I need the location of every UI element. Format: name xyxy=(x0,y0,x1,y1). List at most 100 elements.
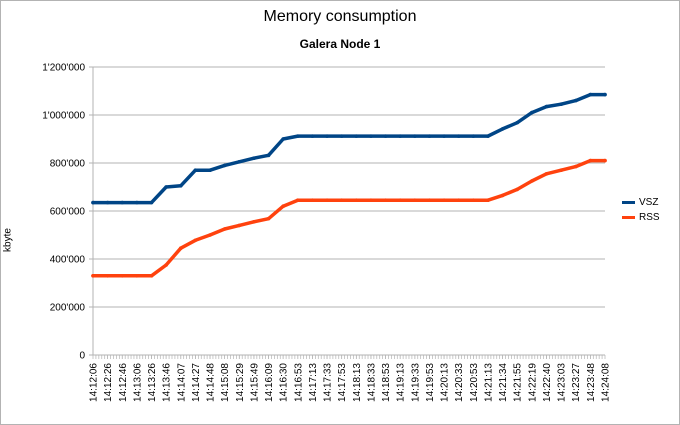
data-point-rss xyxy=(471,198,476,202)
data-point-rss xyxy=(427,198,432,202)
x-tick-label: 14:14:48 xyxy=(206,363,217,402)
data-point-rss xyxy=(515,187,520,192)
data-point-rss xyxy=(237,223,242,228)
data-point-vsz xyxy=(471,134,476,138)
data-point-vsz xyxy=(383,134,388,138)
y-tick-label: 1'200'000 xyxy=(42,63,85,74)
data-point-rss xyxy=(164,263,168,267)
series-line-rss xyxy=(91,158,607,278)
data-point-rss xyxy=(208,233,212,237)
data-point-rss xyxy=(413,198,417,202)
data-point-rss xyxy=(442,198,446,202)
x-tick-label: 14:16:09 xyxy=(264,363,275,402)
y-tick-label: 800'000 xyxy=(50,159,86,170)
data-point-vsz xyxy=(603,92,607,97)
x-tick-label: 14:14:07 xyxy=(176,363,187,402)
x-tick-label: 14:19:53 xyxy=(425,363,436,402)
legend-swatch-rss xyxy=(622,216,635,219)
data-point-vsz xyxy=(266,153,271,158)
data-point-rss xyxy=(559,168,563,172)
data-point-vsz xyxy=(442,134,446,138)
data-point-vsz xyxy=(398,134,403,138)
data-point-vsz xyxy=(222,163,227,168)
x-tick-label: 14:13:26 xyxy=(147,363,158,402)
x-tick-label: 14:17:53 xyxy=(337,363,348,402)
data-point-rss xyxy=(486,198,490,202)
data-point-rss xyxy=(135,274,139,278)
data-point-vsz xyxy=(369,134,373,138)
data-point-vsz xyxy=(135,200,139,205)
data-point-rss xyxy=(588,158,593,163)
y-tick-label: 0 xyxy=(79,351,85,362)
x-tick-label: 14:23:03 xyxy=(557,363,568,402)
data-point-rss xyxy=(105,274,110,278)
x-tick-label: 14:13:06 xyxy=(132,363,143,402)
x-tick-label: 14:17:33 xyxy=(323,363,334,402)
legend-label-rss: RSS xyxy=(639,212,660,223)
data-point-vsz xyxy=(178,184,183,188)
data-point-rss xyxy=(573,164,578,169)
data-point-rss xyxy=(149,274,154,278)
data-point-vsz xyxy=(208,168,212,172)
data-point-rss xyxy=(178,246,183,250)
data-point-vsz xyxy=(281,137,285,141)
data-point-vsz xyxy=(588,92,593,97)
data-point-rss xyxy=(603,158,607,163)
x-tick-label: 14:18:33 xyxy=(366,363,377,402)
x-tick-label: 14:19:13 xyxy=(396,363,407,402)
data-point-rss xyxy=(456,198,461,202)
data-point-rss xyxy=(310,198,315,202)
x-tick-label: 14:20:13 xyxy=(440,363,451,402)
data-point-rss xyxy=(222,227,227,231)
data-point-rss xyxy=(296,198,300,202)
y-tick-label: 400'000 xyxy=(50,255,86,266)
data-point-vsz xyxy=(149,200,154,205)
data-point-vsz xyxy=(456,134,461,138)
x-tick-label: 14:18:53 xyxy=(381,363,392,402)
data-point-rss xyxy=(398,198,403,202)
chart-title: Memory consumption xyxy=(263,8,417,25)
data-point-vsz xyxy=(413,134,417,138)
y-tick-label: 600'000 xyxy=(50,207,86,218)
data-point-vsz xyxy=(544,104,549,109)
x-tick-label: 14:24:08 xyxy=(601,363,612,402)
data-point-vsz xyxy=(252,156,256,160)
x-tick-label: 14:20:33 xyxy=(454,363,465,402)
data-point-vsz xyxy=(573,98,578,103)
data-point-vsz xyxy=(325,134,329,138)
x-tick-label: 14:15:08 xyxy=(220,363,231,402)
x-tick-label: 14:17:13 xyxy=(308,363,319,402)
data-point-vsz xyxy=(500,127,505,131)
data-point-vsz xyxy=(310,134,315,138)
data-point-vsz xyxy=(530,110,534,115)
x-tick-label: 14:16:53 xyxy=(293,363,304,402)
x-tick-label: 14:12:46 xyxy=(118,363,129,402)
data-point-rss xyxy=(339,198,344,202)
data-point-rss xyxy=(252,220,256,224)
data-point-vsz xyxy=(559,102,563,106)
legend-label-vsz: VSZ xyxy=(639,197,659,208)
data-point-vsz xyxy=(164,185,168,189)
x-tick-label: 14:22:40 xyxy=(542,363,553,402)
chart-subtitle: Galera Node 1 xyxy=(299,37,381,51)
data-point-vsz xyxy=(486,134,490,138)
data-point-vsz xyxy=(339,134,344,138)
series-line-vsz xyxy=(91,92,607,205)
data-point-rss xyxy=(266,216,271,221)
x-tick-label: 14:14:27 xyxy=(191,363,202,402)
x-tick-label: 14:23:48 xyxy=(586,363,597,402)
data-point-rss xyxy=(369,198,373,202)
x-tick-label: 14:21:34 xyxy=(498,363,509,402)
x-tick-label: 14:22:19 xyxy=(527,363,538,402)
x-tick-label: 14:16:30 xyxy=(279,363,290,402)
x-tick-label: 14:13:46 xyxy=(162,363,173,402)
data-point-vsz xyxy=(515,120,520,125)
x-tick-label: 14:23:27 xyxy=(571,363,582,402)
data-point-rss xyxy=(500,193,505,198)
data-point-vsz xyxy=(120,200,125,205)
data-point-vsz xyxy=(193,168,198,172)
x-tick-label: 14:15:49 xyxy=(249,363,260,402)
x-tick-label: 14:20:53 xyxy=(469,363,480,402)
